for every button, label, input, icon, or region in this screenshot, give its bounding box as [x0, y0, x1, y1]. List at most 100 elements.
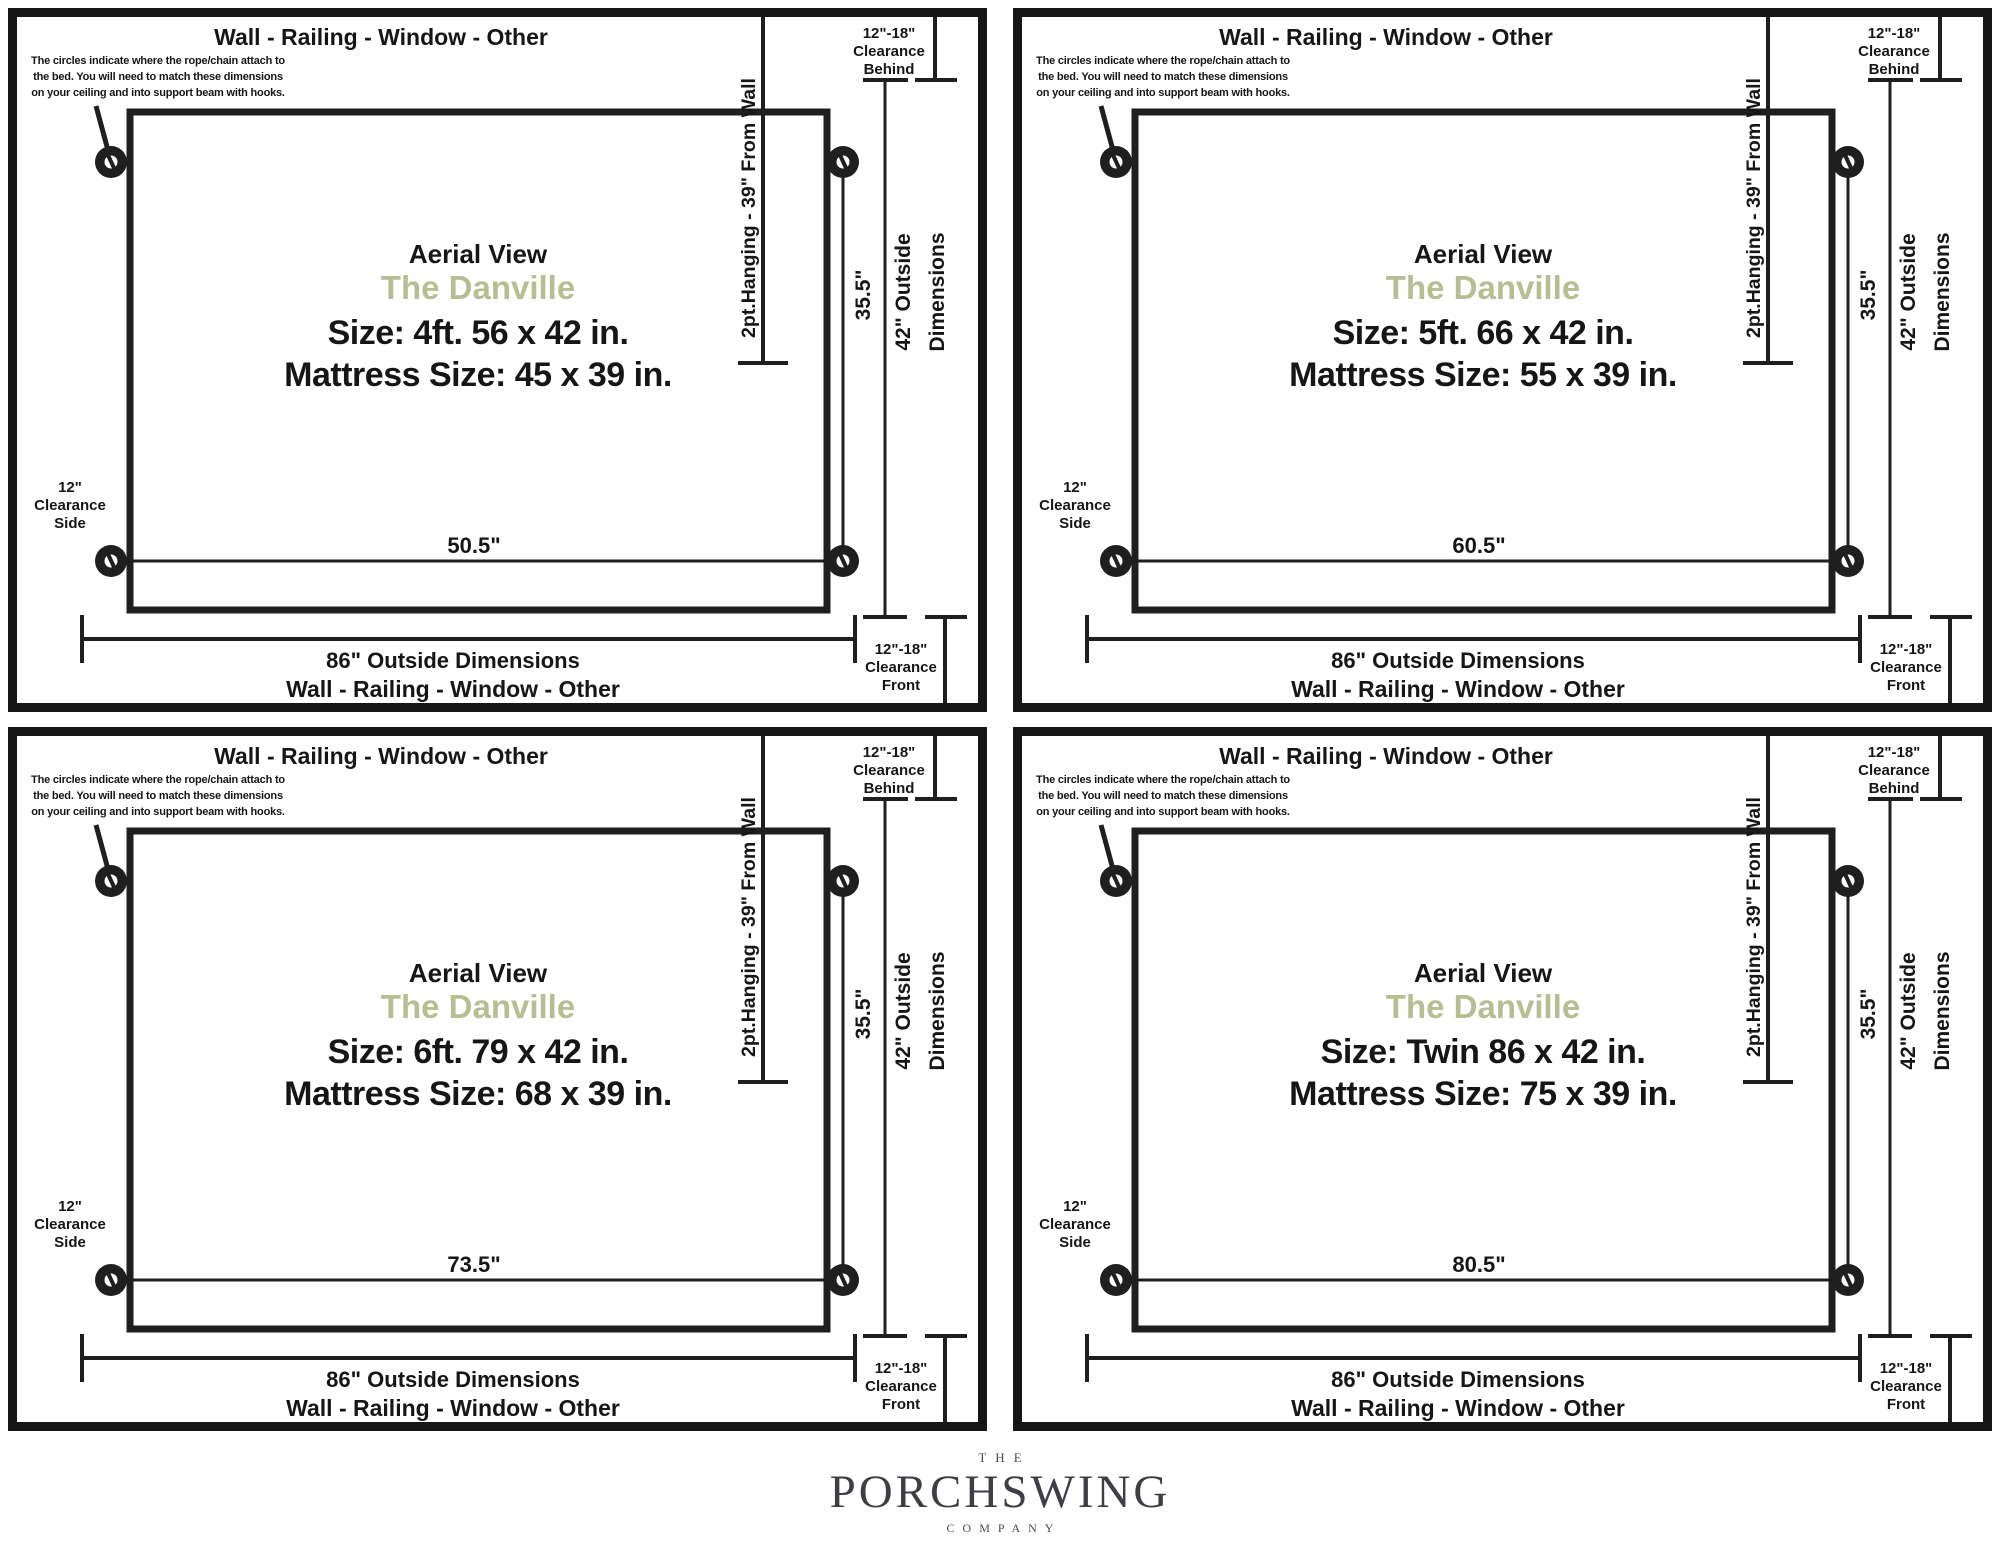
logo-the-word: THE [978, 1450, 1031, 1466]
top-boundary-label: Wall - Railing - Window - Other [1219, 743, 1553, 769]
mattress-size-label: Mattress Size: 75 x 39 in. [1289, 1075, 1677, 1113]
clearance-front-line3: Front [882, 1396, 920, 1413]
clearance-side-line3: Side [1059, 515, 1091, 532]
outside-width-label: 86" Outside Dimensions [326, 648, 580, 673]
attach-point-icon [827, 865, 859, 897]
outside-depth-label-line1: 42" Outside [892, 952, 915, 1069]
note-line-1: The circles indicate where the rope/chai… [1036, 55, 1290, 67]
size-label: Size: 5ft. 66 x 42 in. [1333, 314, 1634, 352]
size-label: Size: 6ft. 79 x 42 in. [328, 1033, 629, 1071]
attach-point-icon [1832, 865, 1864, 897]
size-diagram-panel: Wall - Railing - Window - Other The circ… [8, 8, 987, 712]
clearance-behind-line1: 12"-18" [863, 744, 916, 761]
top-boundary-label: Wall - Railing - Window - Other [214, 743, 548, 769]
attach-point-icon [1832, 146, 1864, 178]
note-line-3: on your ceiling and into support beam wi… [31, 87, 285, 99]
outside-depth-label-line1: 42" Outside [1897, 233, 1920, 350]
panel-border [1013, 727, 1992, 1431]
hanging-label: 2pt.Hanging - 39" From Wall [738, 78, 760, 338]
view-label: Aerial View [409, 958, 548, 988]
product-name: The Danville [1386, 269, 1580, 306]
outside-width-label: 86" Outside Dimensions [1331, 648, 1585, 673]
view-label: Aerial View [409, 239, 548, 269]
attach-point-icon [1100, 146, 1132, 178]
hanging-label: 2pt.Hanging - 39" From Wall [1743, 797, 1765, 1057]
bottom-boundary-label: Wall - Railing - Window - Other [286, 1395, 620, 1421]
attach-point-icon [1100, 1264, 1132, 1296]
inner-depth-label: 35.5" [852, 989, 875, 1040]
clearance-side-line1: 12" [1063, 1198, 1087, 1215]
note-line-1: The circles indicate where the rope/chai… [1036, 774, 1290, 786]
outside-depth-label-line2: Dimensions [926, 951, 949, 1070]
clearance-behind-line1: 12"-18" [863, 25, 916, 42]
clearance-behind-line3: Behind [864, 61, 915, 78]
note-line-2: the bed. You will need to match these di… [1038, 71, 1288, 83]
clearance-behind-line1: 12"-18" [1868, 744, 1921, 761]
clearance-front-line1: 12"-18" [875, 641, 928, 658]
clearance-behind-line2: Clearance [853, 762, 925, 779]
attach-point-icon [827, 146, 859, 178]
inner-depth-label: 35.5" [1857, 989, 1880, 1040]
clearance-side-line3: Side [1059, 1234, 1091, 1251]
clearance-behind-line2: Clearance [853, 43, 925, 60]
clearance-front-line2: Clearance [1870, 1378, 1942, 1395]
attach-point-icon [95, 545, 127, 577]
bed-outline [1131, 108, 1836, 614]
hanging-label: 2pt.Hanging - 39" From Wall [1743, 78, 1765, 338]
attach-point-icon [827, 1264, 859, 1296]
clearance-behind-line3: Behind [1869, 61, 1920, 78]
clearance-front-line2: Clearance [1870, 659, 1942, 676]
logo-company-word: COMPANY [946, 1520, 1062, 1535]
inner-width-label: 60.5" [1452, 533, 1505, 558]
inner-width-label: 80.5" [1452, 1252, 1505, 1277]
size-label: Size: 4ft. 56 x 42 in. [328, 314, 629, 352]
top-boundary-label: Wall - Railing - Window - Other [214, 24, 548, 50]
note-line-2: the bed. You will need to match these di… [33, 790, 283, 802]
clearance-side-line3: Side [54, 1234, 86, 1251]
product-name: The Danville [381, 988, 575, 1025]
size-diagram-panel: Wall - Railing - Window - Other The circ… [1013, 727, 1992, 1431]
outside-depth-label-line2: Dimensions [1931, 232, 1954, 351]
note-line-1: The circles indicate where the rope/chai… [31, 55, 285, 67]
note-line-2: the bed. You will need to match these di… [1038, 790, 1288, 802]
clearance-behind-line2: Clearance [1858, 43, 1930, 60]
aerial-view-diagram: Wall - Railing - Window - Other The circ… [8, 727, 987, 1431]
view-label: Aerial View [1414, 239, 1553, 269]
attach-point-icon [95, 865, 127, 897]
bed-outline [1131, 827, 1836, 1333]
attach-point-icon [1832, 1264, 1864, 1296]
clearance-behind-line3: Behind [1869, 780, 1920, 797]
product-name: The Danville [381, 269, 575, 306]
inner-width-label: 73.5" [447, 1252, 500, 1277]
mattress-size-label: Mattress Size: 45 x 39 in. [284, 356, 672, 394]
outside-width-label: 86" Outside Dimensions [1331, 1367, 1585, 1392]
note-line-2: the bed. You will need to match these di… [33, 71, 283, 83]
clearance-front-line1: 12"-18" [875, 1360, 928, 1377]
clearance-front-line1: 12"-18" [1880, 641, 1933, 658]
clearance-side-line2: Clearance [1039, 1216, 1111, 1233]
inner-depth-label: 35.5" [1857, 270, 1880, 321]
size-diagram-panel: Wall - Railing - Window - Other The circ… [8, 727, 987, 1431]
aerial-view-diagram: Wall - Railing - Window - Other The circ… [1013, 8, 1992, 712]
clearance-front-line2: Clearance [865, 659, 937, 676]
outside-depth-label-line1: 42" Outside [1897, 952, 1920, 1069]
panel-border [8, 727, 987, 1431]
clearance-front-line3: Front [1887, 677, 1925, 694]
aerial-view-diagram: Wall - Railing - Window - Other The circ… [1013, 727, 1992, 1431]
clearance-side-line1: 12" [1063, 479, 1087, 496]
bed-outline [126, 108, 831, 614]
inner-width-label: 50.5" [447, 533, 500, 558]
view-label: Aerial View [1414, 958, 1553, 988]
clearance-front-line2: Clearance [865, 1378, 937, 1395]
attach-point-icon [95, 146, 127, 178]
dimension-lines [80, 17, 967, 703]
panel-border [8, 8, 987, 712]
mattress-size-label: Mattress Size: 55 x 39 in. [1289, 356, 1677, 394]
clearance-front-line3: Front [882, 677, 920, 694]
aerial-view-diagram: Wall - Railing - Window - Other The circ… [8, 8, 987, 712]
attach-point-icon [1832, 545, 1864, 577]
clearance-front-line1: 12"-18" [1880, 1360, 1933, 1377]
clearance-behind-line3: Behind [864, 780, 915, 797]
top-boundary-label: Wall - Railing - Window - Other [1219, 24, 1553, 50]
bottom-boundary-label: Wall - Railing - Window - Other [286, 676, 620, 702]
